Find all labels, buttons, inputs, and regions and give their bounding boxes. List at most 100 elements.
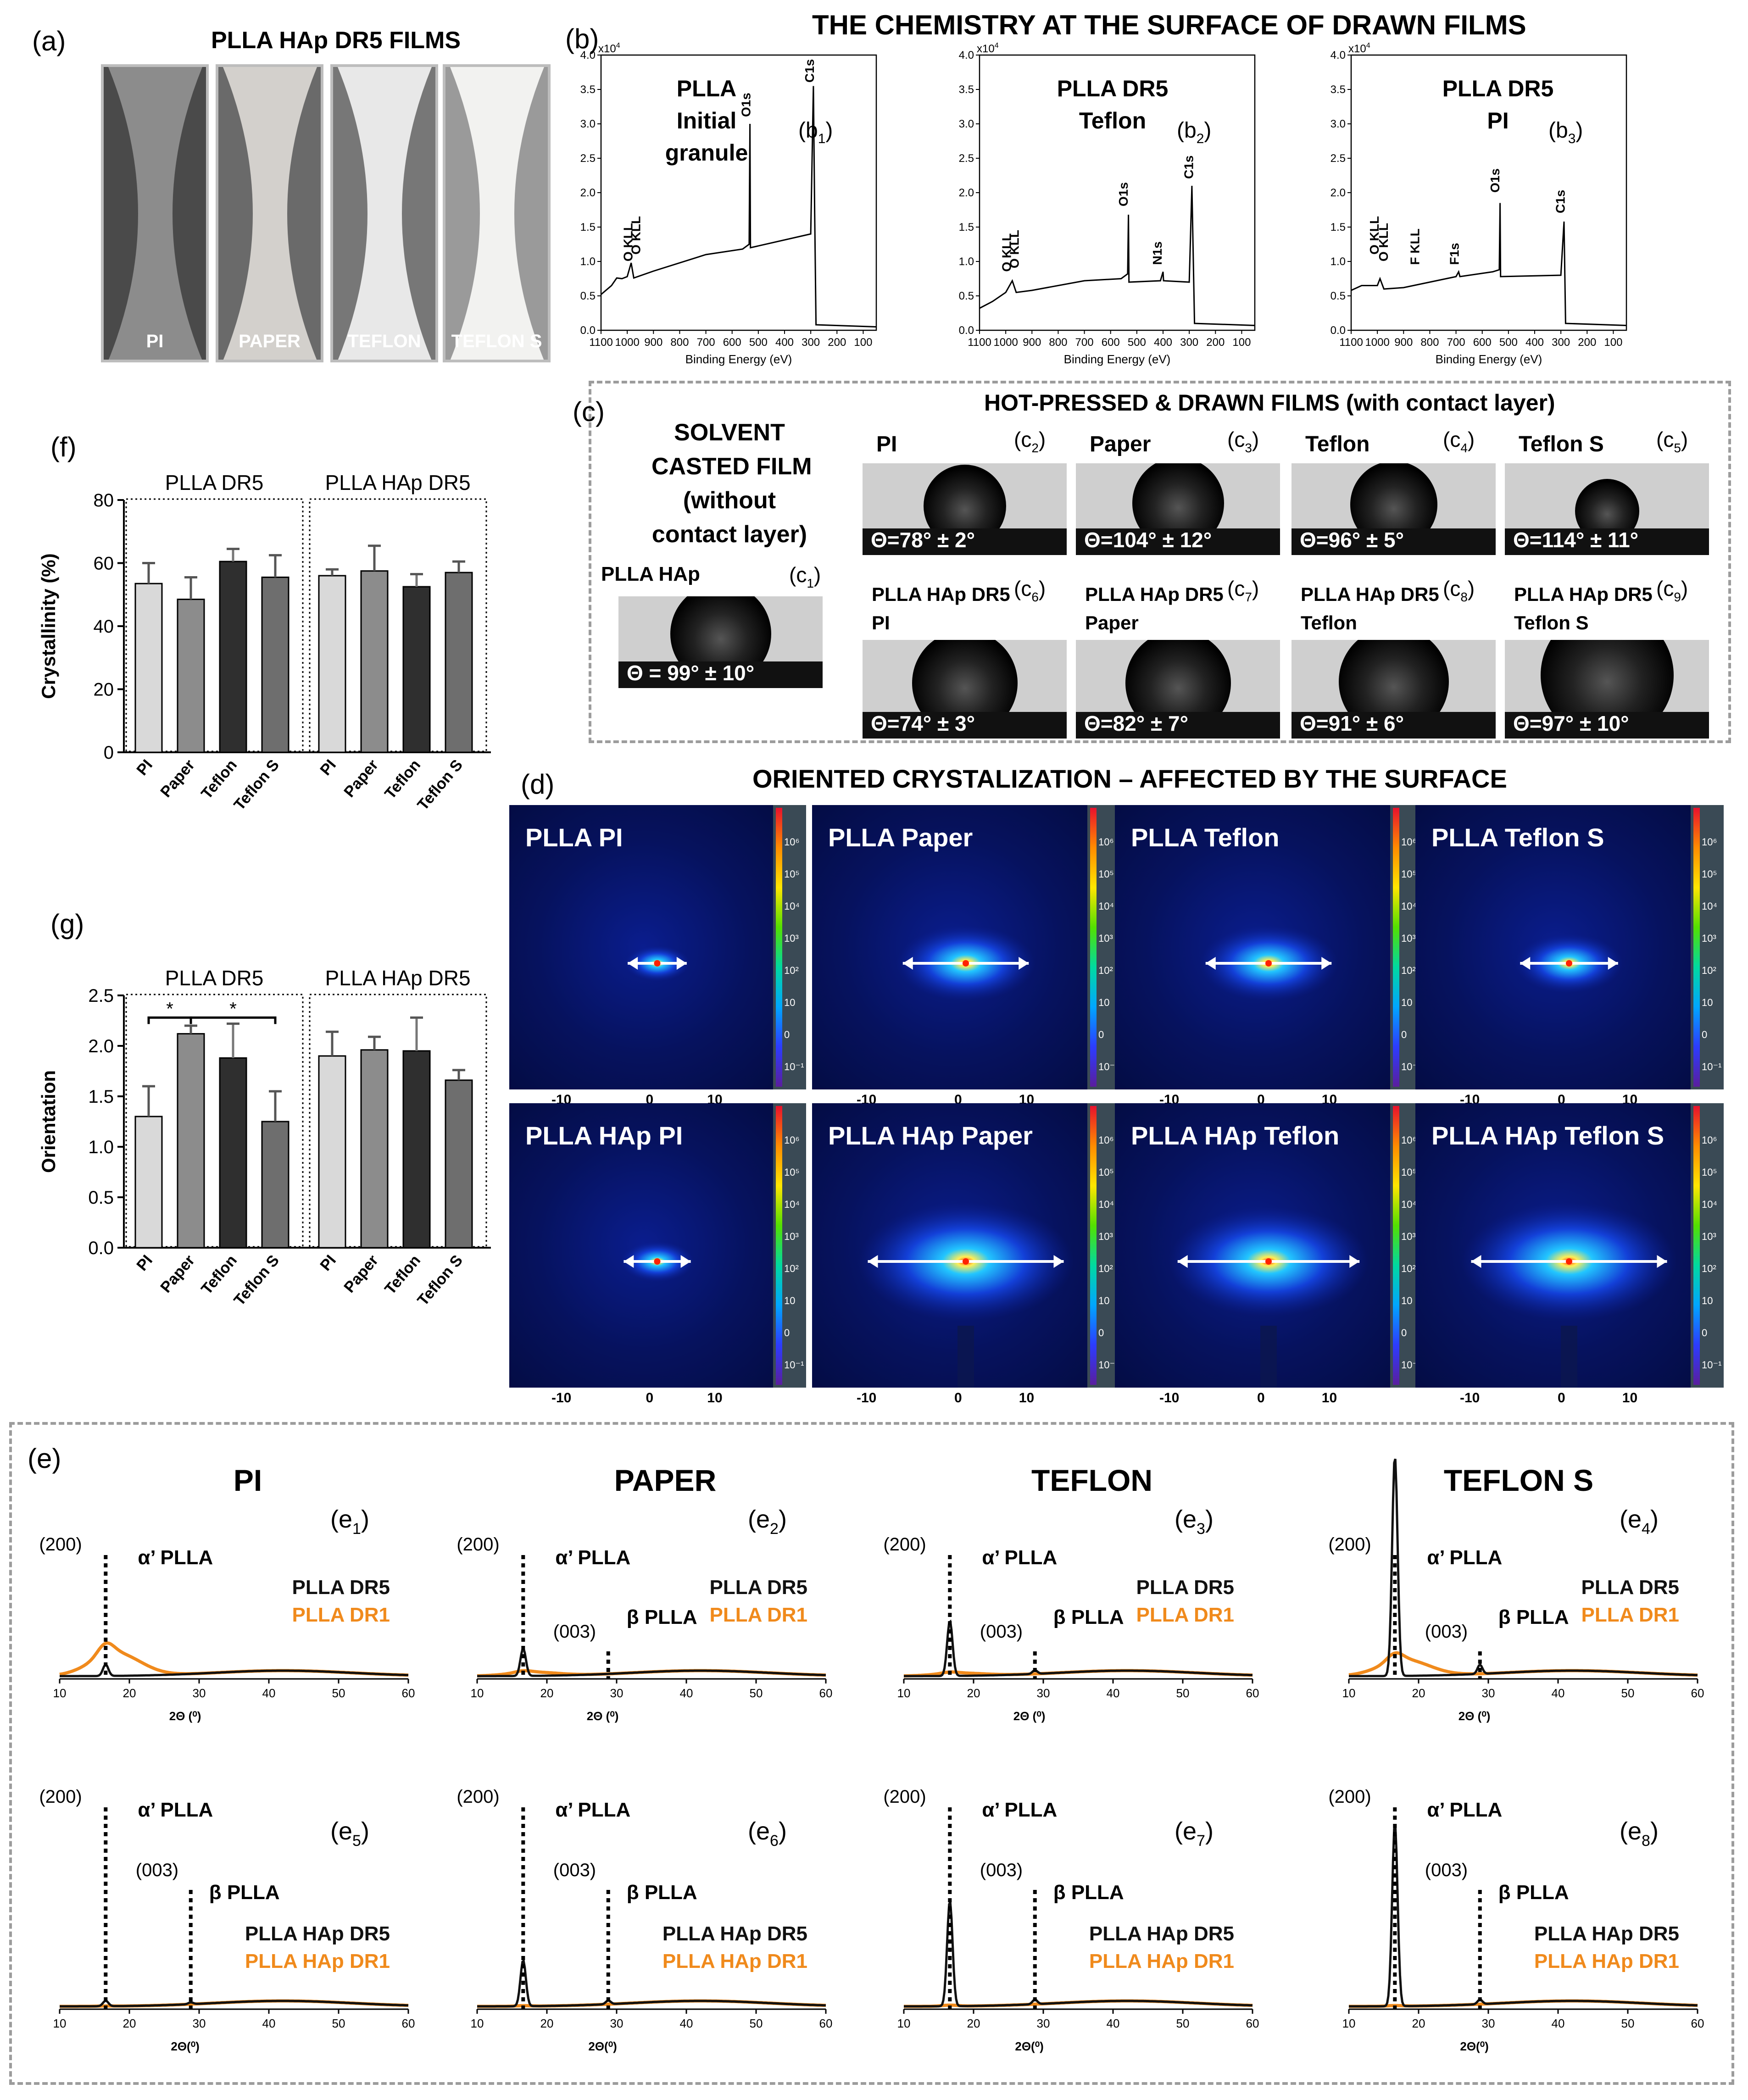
- bar: [445, 572, 473, 753]
- beta-label: β PLLA: [209, 1881, 280, 1904]
- waxs-label: PLLA HAp PI: [525, 1121, 683, 1150]
- category-label: PI: [133, 756, 156, 779]
- colorbar-tick: 0: [1098, 1327, 1104, 1339]
- y-axis-label: c/s: [569, 136, 570, 149]
- x-axis-label: Binding Energy (eV): [685, 352, 792, 366]
- plane-200-label: (200): [39, 1534, 82, 1555]
- x-tick-label: 20: [967, 1686, 980, 1700]
- y-tick-label: 1.5: [88, 1087, 114, 1107]
- x-axis-label: 2Θ(⁰): [588, 2039, 617, 2053]
- colorbar-tick: 0: [1702, 1327, 1708, 1339]
- dr5-trace: [60, 2000, 409, 2008]
- x-tick-label: 100: [1232, 336, 1251, 349]
- substrate: [1292, 528, 1496, 555]
- alpha-label: α’ PLLA: [555, 1799, 630, 1821]
- plane-003-label: (003): [553, 1860, 596, 1880]
- y-tick-label: 20: [94, 680, 114, 700]
- substrate: [1505, 712, 1709, 739]
- film-photo-label: PI: [146, 331, 164, 351]
- colorbar-tick: 10⁻¹: [1098, 1061, 1119, 1072]
- legend-dr5: PLLA DR5: [1136, 1576, 1235, 1599]
- x-tick-label: 10: [1342, 2017, 1356, 2030]
- peak-label: C1s: [1182, 156, 1196, 179]
- category-label: Teflon: [198, 756, 240, 803]
- legend-dr5: PLLA HAp DR5: [1089, 1922, 1234, 1945]
- beam-center: [654, 1258, 661, 1265]
- group-label: PLLA HAp DR5: [325, 966, 470, 990]
- x-tick-label: 40: [262, 2017, 276, 2030]
- x-axis-label: 2Θ (⁰): [1459, 1709, 1491, 1723]
- exponent-label: x104: [598, 42, 620, 55]
- x-tick-label: 300: [1180, 336, 1198, 349]
- x-tick-label: 20: [540, 2017, 554, 2030]
- x-axis-label: Binding Energy (eV): [1064, 352, 1171, 366]
- category-label: Teflon S: [230, 756, 283, 814]
- film-shape: [108, 67, 202, 360]
- x-tick-label: 60: [1246, 1686, 1259, 1700]
- alpha-label: α’ PLLA: [1427, 1799, 1502, 1821]
- substrate: [1292, 712, 1496, 739]
- colorbar-tick: 10⁴: [1098, 1199, 1114, 1210]
- beamstop: [1561, 1326, 1577, 1388]
- x-tick-label: 20: [123, 1686, 136, 1700]
- colorbar-tick: 10²: [1702, 965, 1716, 976]
- x-tick-label: 30: [1037, 1686, 1050, 1700]
- alpha-label: α’ PLLA: [138, 1799, 213, 1821]
- peak-label: O KLL: [1367, 216, 1381, 255]
- x-tick-label: 60: [819, 2017, 833, 2030]
- contact-angle-value: Θ=74° ± 3°: [871, 711, 975, 735]
- x-tick-label: 900: [644, 336, 662, 349]
- y-tick-label: 1.0: [580, 256, 596, 268]
- colorbar-tick: 10⁻¹: [784, 1061, 804, 1072]
- xrd-plot: 10 20 30 40 50 60 2Θ(⁰) (200) α’ PLLA (003) β PLLA…: [1328, 1787, 1704, 2053]
- drop-top: Θ=104° ± 12°: [1076, 463, 1280, 555]
- colorbar-tick: 10: [1401, 997, 1413, 1008]
- y-tick-label: 1.5: [580, 221, 596, 233]
- film-photo: TEFLON: [330, 64, 438, 362]
- colorbar: 10⁶ 10⁵ 10⁴ 10³ 10² 10 0 10⁻¹: [1691, 1103, 1724, 1388]
- y-tick-label: 3.0: [959, 118, 974, 130]
- beam-center: [963, 960, 969, 967]
- category-label: Paper: [157, 756, 198, 801]
- sub-panel-label: (e7): [1175, 1817, 1214, 1850]
- x-tick-label: 20: [1412, 2017, 1425, 2030]
- colorbar-tick: 10⁵: [1401, 1167, 1417, 1178]
- colorbar-tick: 10³: [1401, 933, 1416, 944]
- plane-003-label: (003): [1425, 1622, 1468, 1642]
- dr5-trace: [1349, 1825, 1698, 2008]
- alpha-label: α’ PLLA: [138, 1546, 213, 1569]
- x-tick-label: 10: [1342, 1686, 1356, 1700]
- y-tick-label: 40: [94, 617, 114, 637]
- x-tick-label: 50: [1621, 1686, 1635, 1700]
- x-tick-label: 30: [193, 1686, 206, 1700]
- colorbar-tick: 10⁴: [1098, 900, 1114, 912]
- x-tick-label: 0: [1558, 1390, 1565, 1406]
- sub-panel-label: (c6): [1014, 577, 1046, 604]
- plane-200-label: (200): [883, 1787, 926, 1807]
- x-tick-label: 30: [1482, 1686, 1495, 1700]
- bar: [134, 583, 163, 753]
- x-tick-label: 0: [954, 1390, 962, 1406]
- significance-bracket: [189, 1016, 277, 1024]
- y-tick-label: 0.0: [88, 1238, 114, 1258]
- sub-index: 4: [1460, 441, 1468, 455]
- plane-200-label: (200): [1328, 1787, 1371, 1807]
- significance-marker: *: [166, 999, 173, 1019]
- x-tick-label: 900: [1023, 336, 1041, 349]
- colorbar-tick: 10⁴: [1401, 900, 1417, 912]
- category-label: Paper: [340, 1252, 382, 1296]
- panel-d-title: ORIENTED CRYSTALIZATION – AFFECTED BY TH…: [752, 764, 1507, 793]
- waxs-image: PLLA Paper: [812, 805, 1092, 1089]
- x-tick-label: 500: [749, 336, 768, 349]
- waxs-pattern: PLLA PI: [525, 823, 690, 981]
- category-label: Teflon S: [230, 1252, 283, 1309]
- peak-label: N1s: [1150, 241, 1164, 265]
- drop-c1: Θ = 99° ± 10°: [618, 596, 823, 688]
- panel-c-frame: [589, 381, 1731, 743]
- legend-dr1: PLLA HAp DR1: [662, 1950, 807, 1972]
- alpha-label: α’ PLLA: [982, 1546, 1057, 1569]
- category-label: Teflon S: [414, 1252, 466, 1309]
- plane-200-label: (200): [39, 1787, 82, 1807]
- sub-panel-label: (c9): [1656, 577, 1688, 604]
